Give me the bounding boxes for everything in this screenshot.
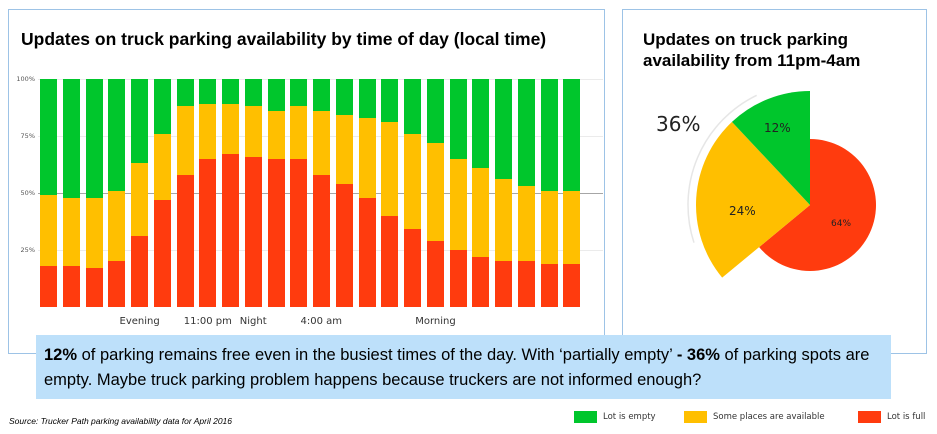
source-note: Source: Trucker Path parking availabilit… — [9, 416, 233, 426]
legend-item-full: Lot is full — [858, 411, 925, 423]
legend-item-empty: Lot is empty — [574, 411, 656, 423]
legend-label-partial: Some places are available — [713, 412, 825, 422]
pie-label-partial: 24% — [729, 204, 756, 218]
outer-bracket-arc — [687, 94, 758, 243]
insight-callout: 12% of parking remains free even in the … — [36, 335, 891, 399]
pie-outer-label: 36% — [656, 112, 701, 136]
bar-chart-title: Updates on truck parking availability by… — [21, 29, 547, 49]
legend-swatch-partial — [684, 411, 707, 423]
legend-swatch-empty — [574, 411, 597, 423]
pie-chart-title: Updates on truck parking availability fr… — [643, 30, 861, 70]
legend-label-full: Lot is full — [887, 412, 926, 422]
pie-chart-panel: Updates on truck parking availability fr… — [622, 9, 927, 354]
legend-item-partial: Some places are available — [684, 411, 825, 423]
callout-text-2: of parking spots are empty. Maybe truck … — [44, 346, 870, 389]
pie-slice-partial — [696, 121, 810, 278]
pie-slice-full — [759, 139, 877, 271]
callout-text-1: of parking remains free even in the busi… — [77, 346, 677, 364]
pie-label-empty: 12% — [764, 121, 791, 135]
legend-label-empty: Lot is empty — [603, 412, 656, 422]
callout-bold-12: 12% — [44, 346, 78, 364]
pie-slice-empty — [731, 91, 810, 205]
pie-label-full: 64% — [831, 219, 852, 229]
callout-bold-36: - 36% — [676, 346, 720, 364]
legend-swatch-full — [858, 411, 881, 423]
